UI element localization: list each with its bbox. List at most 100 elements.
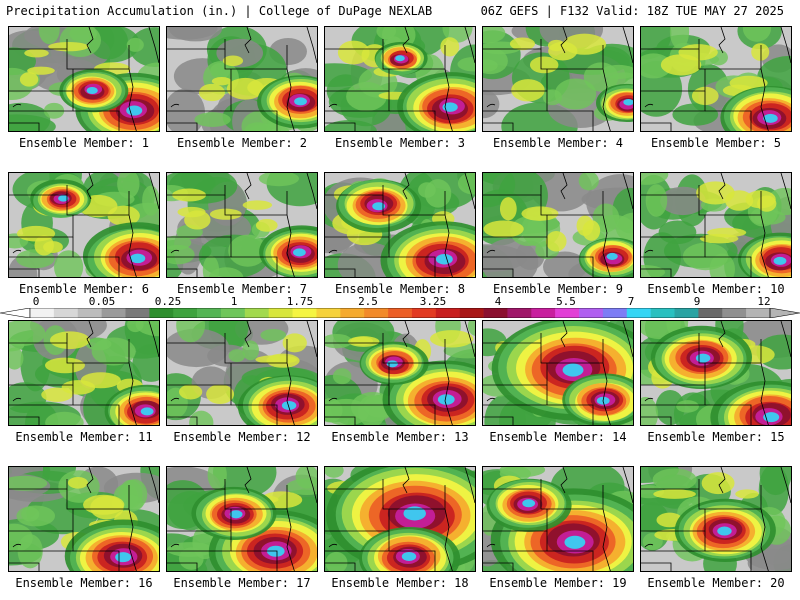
colorbar-segment — [220, 308, 246, 318]
colorbar-tick-label: 12 — [757, 295, 771, 308]
ensemble-member-label: Ensemble Member: 3 — [334, 136, 466, 150]
colorbar-segment — [698, 308, 723, 318]
ensemble-member-map — [324, 320, 476, 426]
ensemble-member-map — [8, 26, 160, 132]
ensemble-member-label: Ensemble Member: 19 — [489, 576, 627, 590]
precip-map — [167, 321, 317, 425]
ensemble-member-map — [482, 26, 634, 132]
ensemble-member-map — [166, 172, 318, 278]
precip-map — [167, 27, 317, 131]
colorbar-segment — [197, 308, 222, 318]
precip-map — [641, 27, 791, 131]
ensemble-member-label: Ensemble Member: 6 — [18, 282, 150, 296]
ensemble-member-map — [482, 320, 634, 426]
precip-map — [641, 467, 791, 571]
colorbar-tick-label: 3.25 — [419, 295, 447, 308]
colorbar-segment — [149, 308, 174, 318]
colorbar-tick-label: 1 — [230, 295, 238, 308]
colorbar-segment — [77, 308, 102, 318]
precip-map — [325, 173, 475, 277]
precip-map — [483, 27, 633, 131]
colorbar-max-arrow — [769, 308, 800, 318]
ensemble-member-map — [640, 172, 792, 278]
colorbar-segment — [531, 308, 556, 318]
ensemble-member-map — [166, 26, 318, 132]
colorbar-segment — [602, 308, 628, 318]
ensemble-member-label: Ensemble Member: 11 — [15, 430, 153, 444]
ensemble-member-label: Ensemble Member: 14 — [489, 430, 627, 444]
colorbar-segment — [173, 308, 198, 318]
precip-map — [483, 467, 633, 571]
colorbar-min-arrow — [0, 308, 31, 318]
ensemble-member-label: Ensemble Member: 16 — [15, 576, 153, 590]
ensemble-member-map — [640, 26, 792, 132]
ensemble-member-map — [324, 172, 476, 278]
precip-map — [325, 27, 475, 131]
ensemble-member-label: Ensemble Member: 7 — [176, 282, 308, 296]
colorbar-segment — [579, 308, 604, 318]
ensemble-member-label: Ensemble Member: 8 — [334, 282, 466, 296]
ensemble-member-map — [8, 172, 160, 278]
ensemble-member-label: Ensemble Member: 15 — [647, 430, 785, 444]
precip-map — [483, 173, 633, 277]
ensemble-member-map — [166, 466, 318, 572]
colorbar-segment — [268, 308, 293, 318]
precip-map — [9, 173, 159, 277]
precip-map — [9, 467, 159, 571]
precip-map — [167, 467, 317, 571]
ensemble-member-map — [640, 466, 792, 572]
colorbar-tick-label: 4 — [494, 295, 502, 308]
colorbar-segment — [555, 308, 580, 318]
colorbar-tick-label: 0 — [32, 295, 40, 308]
precip-map — [641, 321, 791, 425]
colorbar-scale — [0, 308, 800, 318]
colorbar-segment — [340, 308, 365, 318]
colorbar-segment — [411, 308, 437, 318]
ensemble-member-map — [8, 320, 160, 426]
ensemble-member-label: Ensemble Member: 2 — [176, 136, 308, 150]
colorbar-tick-label: 2.5 — [358, 295, 378, 308]
ensemble-member-map — [324, 26, 476, 132]
ensemble-member-label: Ensemble Member: 10 — [647, 282, 785, 296]
colorbar-segment — [125, 308, 150, 318]
precip-map — [167, 173, 317, 277]
colorbar-segment — [101, 308, 126, 318]
colorbar-segment — [483, 308, 508, 318]
colorbar-tick-label: 5.5 — [556, 295, 576, 308]
colorbar-segment — [650, 308, 675, 318]
ensemble-member-map — [482, 172, 634, 278]
colorbar-segment — [674, 308, 699, 318]
colorbar-tick-label: 1.75 — [286, 295, 314, 308]
colorbar-segment — [292, 308, 317, 318]
colorbar-tick-label: 0.05 — [88, 295, 116, 308]
ensemble-member-label: Ensemble Member: 9 — [492, 282, 624, 296]
colorbar-tick-label: 9 — [693, 295, 701, 308]
ensemble-member-label: Ensemble Member: 12 — [173, 430, 311, 444]
precip-map — [641, 173, 791, 277]
colorbar-tick-label: 7 — [627, 295, 635, 308]
precip-map — [325, 467, 475, 571]
ensemble-member-map — [324, 466, 476, 572]
colorbar-segment — [435, 308, 460, 318]
colorbar-segment — [746, 308, 771, 318]
precip-map — [325, 321, 475, 425]
colorbar-segment — [507, 308, 532, 318]
ensemble-member-label: Ensemble Member: 13 — [331, 430, 469, 444]
colorbar-segment — [244, 308, 270, 318]
colorbar-segment — [316, 308, 341, 318]
precip-map — [9, 321, 159, 425]
ensemble-member-label: Ensemble Member: 5 — [650, 136, 782, 150]
ensemble-member-map — [640, 320, 792, 426]
ensemble-member-map — [482, 466, 634, 572]
precip-map — [483, 321, 633, 425]
ensemble-member-label: Ensemble Member: 20 — [647, 576, 785, 590]
ensemble-member-map — [8, 466, 160, 572]
colorbar-segment — [30, 308, 55, 318]
colorbar-tick-label: 0.25 — [154, 295, 182, 308]
colorbar: 0 0.05 0.25 1 1.75 2.5 3.25 4 5.5 7 9 12 — [0, 296, 800, 320]
colorbar-segment — [364, 308, 389, 318]
ensemble-member-label: Ensemble Member: 18 — [331, 576, 469, 590]
ensemble-member-label: Ensemble Member: 4 — [492, 136, 624, 150]
colorbar-segment — [388, 308, 413, 318]
precip-map — [9, 27, 159, 131]
